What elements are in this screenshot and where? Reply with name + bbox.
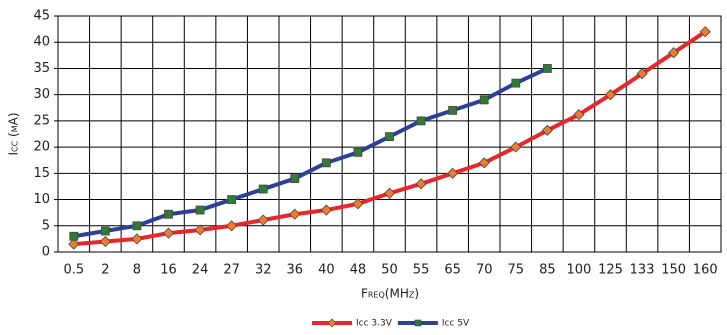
y-tick-label: 30 <box>33 87 50 102</box>
marker <box>383 187 396 199</box>
marker <box>447 167 459 179</box>
legend-label: Icc 5V <box>442 319 470 329</box>
x-tick-label: 133 <box>630 263 655 278</box>
x-tick-label: 75 <box>508 263 525 278</box>
y-tick-label: 15 <box>33 166 50 181</box>
marker <box>542 64 552 73</box>
x-tick-label: 0.5 <box>63 263 84 278</box>
y-tick-label: 0 <box>42 245 50 260</box>
marker <box>478 157 490 169</box>
marker <box>194 224 206 236</box>
x-tick-label: 55 <box>413 263 430 278</box>
y-tick-label: 5 <box>42 218 50 233</box>
x-tick-label: 36 <box>287 263 304 278</box>
y-tick-label: 20 <box>33 140 50 155</box>
marker <box>668 47 680 59</box>
marker <box>132 221 142 231</box>
marker <box>385 132 394 142</box>
marker <box>510 141 522 153</box>
x-tick-label: 24 <box>192 263 209 278</box>
marker <box>352 198 364 210</box>
marker <box>164 209 173 219</box>
marker <box>353 147 363 157</box>
x-tick-label: 48 <box>350 263 367 278</box>
x-tick-label: 125 <box>598 263 623 278</box>
legend-marker <box>414 319 422 327</box>
marker <box>699 26 711 38</box>
y-tick-label: 35 <box>33 61 50 76</box>
y-tick-label: 45 <box>33 9 50 24</box>
marker <box>162 227 175 239</box>
marker <box>99 235 111 248</box>
x-tick-label: 85 <box>539 263 556 278</box>
marker <box>289 208 301 220</box>
x-tick-label: 27 <box>223 263 240 278</box>
marker <box>226 220 238 232</box>
marker <box>227 195 237 204</box>
x-tick-label: 32 <box>255 263 272 278</box>
marker <box>320 204 332 216</box>
legend-marker <box>327 318 337 328</box>
x-tick-label: 16 <box>160 263 177 278</box>
x-tick-label: 65 <box>444 263 461 278</box>
legend-label: Icc 3.3V <box>356 319 393 329</box>
x-tick-label: 2 <box>101 263 109 278</box>
marker <box>448 106 458 115</box>
marker <box>68 238 80 250</box>
marker <box>511 78 521 88</box>
marker <box>290 174 300 183</box>
marker <box>258 184 268 194</box>
marker <box>636 68 648 80</box>
marker <box>541 124 553 136</box>
x-tick-label: 100 <box>567 263 592 278</box>
y-tick-label: 10 <box>33 192 50 207</box>
marker <box>573 109 585 121</box>
marker <box>195 205 205 215</box>
x-tick-label: 160 <box>693 263 718 278</box>
marker <box>69 231 79 241</box>
marker <box>321 158 331 168</box>
marker <box>416 116 426 126</box>
marker <box>415 178 427 190</box>
x-tick-label: 150 <box>661 263 686 278</box>
marker <box>604 89 617 101</box>
marker <box>257 214 269 226</box>
x-tick-label: 8 <box>133 263 141 278</box>
marker <box>100 226 110 236</box>
y-tick-label: 40 <box>33 35 50 50</box>
y-axis-title: Icc (mA) <box>7 113 21 156</box>
x-tick-label: 70 <box>476 263 493 278</box>
x-axis-title: Freq(MHz) <box>361 287 419 301</box>
series-line <box>73 66 549 239</box>
x-tick-label: 50 <box>381 263 398 278</box>
marker <box>131 233 143 245</box>
y-tick-label: 25 <box>33 113 50 128</box>
x-tick-label: 40 <box>318 263 335 278</box>
marker <box>479 95 489 105</box>
